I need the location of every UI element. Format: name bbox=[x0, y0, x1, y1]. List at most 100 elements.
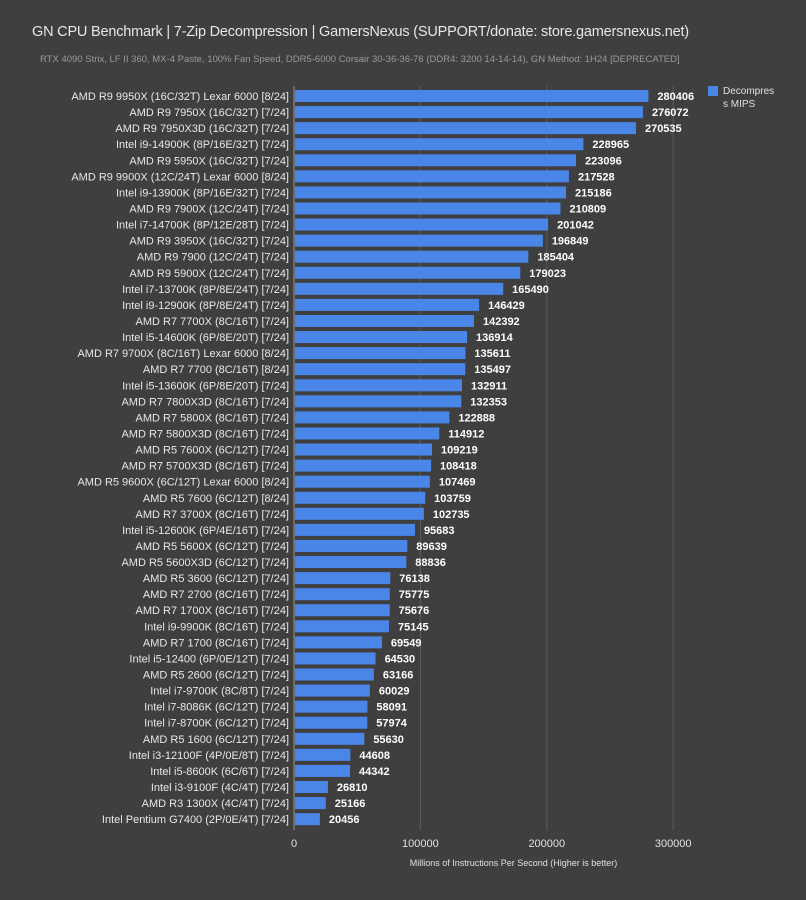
legend-label: Decompres bbox=[723, 86, 774, 97]
bar bbox=[295, 620, 389, 633]
category-label: Intel i7-14700K (8P/12E/28T) [7/24] bbox=[116, 220, 289, 232]
data-label: 58091 bbox=[376, 702, 407, 714]
category-label: Intel i9-12900K (8P/8E/24T) [7/24] bbox=[122, 300, 289, 312]
category-label: AMD R7 2700 (8C/16T) [7/24] bbox=[143, 589, 289, 601]
data-label: 26810 bbox=[337, 782, 368, 794]
data-label: 201042 bbox=[557, 220, 594, 232]
category-label: AMD R9 5950X (16C/32T) [7/24] bbox=[129, 155, 289, 167]
bar bbox=[295, 106, 643, 119]
category-label: Intel i5-12600K (6P/4E/16T) [7/24] bbox=[122, 525, 289, 537]
x-tick-label: 0 bbox=[291, 838, 297, 850]
category-label: AMD R5 7600X (6C/12T) [7/24] bbox=[136, 445, 289, 457]
data-label: 25166 bbox=[335, 798, 366, 810]
bar bbox=[295, 379, 462, 392]
bar bbox=[295, 363, 466, 376]
category-label: AMD R7 1700X (8C/16T) [7/24] bbox=[136, 605, 289, 617]
bar bbox=[295, 443, 433, 456]
data-label: 20456 bbox=[329, 814, 360, 826]
category-label: AMD R7 9700X (8C/16T) Lexar 6000 [8/24] bbox=[77, 348, 289, 360]
bar bbox=[295, 604, 390, 617]
data-label: 179023 bbox=[529, 268, 566, 280]
bar bbox=[295, 748, 351, 761]
category-label: AMD R7 7700X (8C/16T) [7/24] bbox=[136, 316, 289, 328]
data-label: 107469 bbox=[439, 477, 476, 489]
category-label: AMD R9 7950X (16C/32T) [7/24] bbox=[129, 107, 289, 119]
bar bbox=[295, 331, 468, 344]
category-label: Intel i9-13900K (8P/16E/32T) [7/24] bbox=[116, 187, 289, 199]
category-label: AMD R7 5800X (8C/16T) [7/24] bbox=[136, 412, 289, 424]
bar bbox=[295, 572, 391, 585]
bar bbox=[295, 652, 376, 665]
bar bbox=[295, 475, 430, 488]
bar bbox=[295, 282, 504, 295]
data-label: 215186 bbox=[575, 187, 612, 199]
x-tick-label: 200000 bbox=[528, 838, 565, 850]
category-label: AMD R9 7950X3D (16C/32T) [7/24] bbox=[115, 123, 289, 135]
bar bbox=[295, 186, 566, 199]
data-label: 114912 bbox=[448, 428, 484, 440]
data-label: 280406 bbox=[657, 91, 694, 103]
bar bbox=[295, 234, 543, 247]
bar bbox=[295, 716, 368, 729]
data-label: 89639 bbox=[416, 541, 447, 553]
data-label: 210809 bbox=[569, 203, 606, 215]
bar bbox=[295, 781, 328, 794]
category-label: AMD R7 1700 (8C/16T) [7/24] bbox=[143, 637, 289, 649]
bar bbox=[295, 813, 320, 826]
data-label: 63166 bbox=[383, 670, 414, 682]
bar bbox=[295, 636, 382, 649]
bar bbox=[295, 427, 440, 440]
category-label: AMD R9 7900 (12C/24T) [7/24] bbox=[137, 252, 289, 264]
category-label: AMD R5 3600 (6C/12T) [7/24] bbox=[143, 573, 289, 585]
bar bbox=[295, 347, 466, 360]
category-label: AMD R7 7800X3D (8C/16T) [7/24] bbox=[121, 396, 289, 408]
category-label: Intel Pentium G7400 (2P/0E/4T) [7/24] bbox=[102, 814, 289, 826]
bar bbox=[295, 668, 374, 681]
chart-title: GN CPU Benchmark | 7-Zip Decompression |… bbox=[32, 24, 689, 40]
data-label: 132353 bbox=[470, 396, 507, 408]
data-label: 217528 bbox=[578, 171, 615, 183]
bar bbox=[295, 684, 370, 697]
bar bbox=[295, 459, 432, 472]
data-label: 108418 bbox=[440, 461, 477, 473]
category-label: AMD R5 5600X3D (6C/12T) [7/24] bbox=[121, 557, 289, 569]
data-label: 223096 bbox=[585, 155, 622, 167]
bar bbox=[295, 218, 549, 231]
category-label: Intel i9-14900K (8P/16E/32T) [7/24] bbox=[116, 139, 289, 151]
data-label: 185404 bbox=[537, 252, 575, 264]
category-label: Intel i5-14600K (6P/8E/20T) [7/24] bbox=[122, 332, 289, 344]
data-label: 228965 bbox=[592, 139, 629, 151]
bar bbox=[295, 250, 529, 263]
category-label: AMD R3 1300X (4C/4T) [7/24] bbox=[142, 798, 289, 810]
data-label: 95683 bbox=[424, 525, 455, 537]
category-label: Intel i7-13700K (8P/8E/24T) [7/24] bbox=[122, 284, 289, 296]
data-label: 132911 bbox=[471, 380, 507, 392]
category-label: AMD R9 9950X (16C/32T) Lexar 6000 [8/24] bbox=[71, 91, 289, 103]
category-label: AMD R9 9900X (12C/24T) Lexar 6000 [8/24] bbox=[71, 171, 289, 183]
chart-subtitle: RTX 4090 Strix, LF II 360, MX-4 Paste, 1… bbox=[40, 54, 680, 65]
bar bbox=[295, 90, 649, 102]
x-tick-label: 300000 bbox=[655, 838, 692, 850]
bar bbox=[295, 266, 521, 279]
category-label: AMD R7 5700X3D (8C/16T) [7/24] bbox=[121, 461, 289, 473]
data-label: 136914 bbox=[476, 332, 514, 344]
legend-swatch bbox=[708, 86, 718, 96]
data-label: 142392 bbox=[483, 316, 520, 328]
category-label: AMD R5 2600 (6C/12T) [7/24] bbox=[143, 670, 289, 682]
data-label: 196849 bbox=[552, 236, 589, 248]
category-label: AMD R5 5600X (6C/12T) [7/24] bbox=[136, 541, 289, 553]
category-label: Intel i5-12400 (6P/0E/12T) [7/24] bbox=[129, 653, 289, 665]
category-label: AMD R7 3700X (8C/16T) [7/24] bbox=[136, 509, 289, 521]
category-label: Intel i9-9900K (8C/16T) [7/24] bbox=[144, 621, 289, 633]
bar bbox=[295, 491, 426, 504]
data-label: 69549 bbox=[391, 637, 422, 649]
x-axis-label: Millions of Instructions Per Second (Hig… bbox=[410, 858, 618, 868]
data-label: 88836 bbox=[415, 557, 446, 569]
x-tick-label: 100000 bbox=[402, 838, 439, 850]
data-label: 64530 bbox=[385, 653, 416, 665]
category-label: AMD R5 1600 (6C/12T) [7/24] bbox=[143, 734, 289, 746]
bar bbox=[295, 797, 326, 810]
data-label: 76138 bbox=[399, 573, 430, 585]
bar bbox=[295, 523, 415, 536]
bar bbox=[295, 170, 569, 183]
